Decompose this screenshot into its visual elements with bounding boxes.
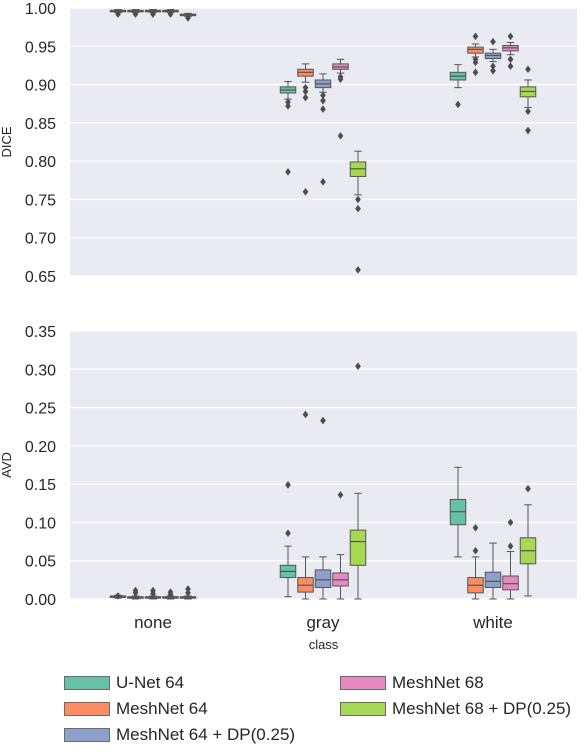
legend-label-unet64: U-Net 64: [116, 673, 185, 692]
outlier-point: [525, 107, 531, 116]
outlier-point: [167, 10, 174, 18]
outlier-point: [525, 484, 531, 493]
y-tick-label: 0.05: [25, 554, 56, 571]
outlier-point: [337, 491, 344, 499]
outlier-point: [320, 178, 326, 186]
outlier-point: [507, 518, 514, 527]
legend-swatch-meshnet68-dp: [340, 702, 386, 716]
legend-swatch-meshnet64-dp: [64, 728, 110, 742]
outlier-point: [302, 187, 309, 196]
legend-item-meshnet68-dp: MeshNet 68 + DP(0.25): [340, 698, 571, 720]
outlier-point: [115, 10, 121, 18]
outlier-point: [490, 62, 496, 70]
legend-item-unet64: U-Net 64: [64, 672, 184, 694]
outlier-point: [302, 93, 309, 102]
outlier-point: [132, 586, 139, 595]
outlier-point: [167, 588, 174, 596]
outlier-point: [490, 66, 496, 75]
y-tick-label: 0.15: [25, 477, 56, 494]
outlier-point: [337, 132, 344, 140]
outlier-point: [472, 58, 479, 67]
legend-label-meshnet68-dp: MeshNet 68 + DP(0.25): [392, 699, 572, 718]
box: [314, 569, 332, 589]
outlier-point: [320, 96, 326, 105]
outlier-point: [185, 589, 191, 597]
outlier-point: [132, 10, 139, 18]
outlier-point: [285, 98, 291, 106]
outlier-point: [472, 523, 479, 532]
y-tick-label: 0.95: [25, 39, 56, 56]
legend-label-meshnet64-dp: MeshNet 64 + DP(0.25): [116, 725, 296, 744]
legend-label-meshnet64: MeshNet 64: [116, 699, 208, 718]
y-tick-label: 0.90: [25, 78, 56, 95]
outlier-point: [507, 55, 514, 64]
x-tick-label: none: [134, 613, 172, 632]
outlier-point: [150, 586, 156, 595]
box: [484, 571, 502, 589]
outlier-point: [302, 410, 309, 419]
y-tick-label: 0.35: [25, 324, 56, 341]
outlier-point: [490, 37, 496, 46]
y-tick-label: 0.30: [25, 362, 56, 379]
outlier-point: [472, 68, 479, 77]
outlier-point: [355, 195, 361, 204]
y-tick-label: 0.75: [25, 192, 56, 209]
outlier-point: [355, 266, 361, 274]
outlier-point: [507, 62, 514, 70]
legend-label-meshnet68: MeshNet 68: [392, 673, 484, 692]
outlier-point: [320, 91, 326, 100]
outlier-point: [115, 592, 121, 600]
legend-item-meshnet64-dp: MeshNet 64 + DP(0.25): [64, 724, 295, 746]
y-tick-label: 0.85: [25, 116, 56, 133]
y-tick-label: 0.65: [25, 269, 56, 286]
outlier-point: [507, 32, 514, 41]
outlier-point: [355, 362, 361, 371]
plot-area-top: [70, 8, 577, 276]
y-tick-label: 0.10: [25, 515, 56, 532]
y-tick-label: 0.00: [25, 592, 56, 609]
outlier-point: [302, 83, 309, 92]
legend: U-Net 64 MeshNet 64 MeshNet 64 + DP(0.25…: [0, 670, 588, 752]
outlier-point: [472, 32, 479, 41]
outlier-point: [185, 14, 191, 22]
legend-item-meshnet64: MeshNet 64: [64, 698, 208, 720]
outlier-point: [285, 529, 291, 537]
legend-item-meshnet68: MeshNet 68: [340, 672, 484, 694]
outlier-point: [320, 105, 326, 113]
x-tick-label: white: [472, 613, 513, 632]
outlier-point: [150, 10, 156, 18]
outlier-point: [472, 546, 479, 555]
y-tick-label: 0.80: [25, 154, 56, 171]
outlier-point: [355, 204, 361, 213]
x-axis-label: class: [309, 637, 339, 652]
y-axis-label: DICE: [0, 126, 14, 157]
x-tick-label: gray: [306, 613, 340, 632]
outlier-point: [285, 168, 291, 176]
outlier-point: [302, 87, 309, 96]
box: [349, 529, 367, 566]
box: [502, 575, 519, 591]
outlier-point: [525, 65, 531, 74]
outlier-point: [455, 100, 461, 109]
y-tick-label: 1.00: [25, 1, 56, 18]
box: [467, 46, 484, 54]
outlier-point: [320, 416, 326, 425]
outlier-point: [285, 102, 291, 110]
y-tick-label: 0.20: [25, 439, 56, 456]
outlier-point: [525, 126, 531, 135]
outlier-point: [507, 542, 514, 550]
y-tick-label: 0.70: [25, 231, 56, 248]
outlier-point: [185, 585, 191, 593]
y-tick-label: 0.25: [25, 401, 56, 418]
legend-swatch-unet64: [64, 676, 110, 690]
outlier-point: [337, 75, 344, 84]
legend-swatch-meshnet68: [340, 676, 386, 690]
legend-swatch-meshnet64: [64, 702, 110, 716]
y-axis-label: AVD: [0, 452, 14, 478]
outlier-point: [285, 481, 291, 489]
